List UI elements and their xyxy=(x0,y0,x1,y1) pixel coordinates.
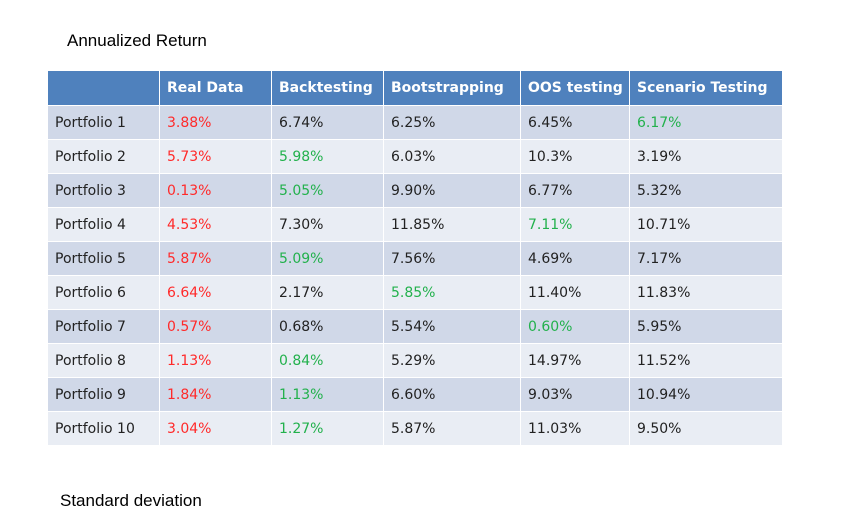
value-cell: 0.84% xyxy=(271,343,384,378)
table-row: Portfolio 6 6.64% 2.17% 5.85% 11.40% 11.83% xyxy=(47,275,783,310)
row-label-cell: Portfolio 8 xyxy=(47,343,160,378)
value-cell: 0.57% xyxy=(159,309,272,344)
section-title: Annualized Return xyxy=(67,31,207,50)
value-cell: 2.17% xyxy=(271,275,384,310)
value-cell: 1.84% xyxy=(159,377,272,412)
row-label-cell: Portfolio 3 xyxy=(47,173,160,208)
table-row: Portfolio 7 0.57% 0.68% 5.54% 0.60% 5.95% xyxy=(47,309,783,344)
value-cell: 5.95% xyxy=(629,309,783,344)
value-cell: 10.71% xyxy=(629,207,783,242)
value-cell: 6.60% xyxy=(383,377,521,412)
value-cell: 10.94% xyxy=(629,377,783,412)
value-cell: 5.05% xyxy=(271,173,384,208)
row-label-cell: Portfolio 10 xyxy=(47,411,160,446)
value-cell: 11.83% xyxy=(629,275,783,310)
value-cell: 9.90% xyxy=(383,173,521,208)
value-cell: 1.13% xyxy=(271,377,384,412)
value-cell: 11.03% xyxy=(520,411,630,446)
value-cell: 6.17% xyxy=(629,105,783,140)
value-cell: 3.04% xyxy=(159,411,272,446)
value-cell: 5.29% xyxy=(383,343,521,378)
value-cell: 9.50% xyxy=(629,411,783,446)
header-cell: Real Data xyxy=(159,70,272,106)
header-cell: OOS testing xyxy=(520,70,630,106)
value-cell: 0.68% xyxy=(271,309,384,344)
value-cell: 3.19% xyxy=(629,139,783,174)
header-cell: Scenario Testing xyxy=(629,70,783,106)
value-cell: 0.60% xyxy=(520,309,630,344)
value-cell: 3.88% xyxy=(159,105,272,140)
row-label-cell: Portfolio 6 xyxy=(47,275,160,310)
value-cell: 9.03% xyxy=(520,377,630,412)
value-cell: 7.11% xyxy=(520,207,630,242)
row-label-cell: Portfolio 2 xyxy=(47,139,160,174)
value-cell: 11.85% xyxy=(383,207,521,242)
value-cell: 14.97% xyxy=(520,343,630,378)
value-cell: 4.53% xyxy=(159,207,272,242)
table-header-row: Real Data Backtesting Bootstrapping OOS … xyxy=(47,70,783,106)
value-cell: 5.32% xyxy=(629,173,783,208)
value-cell: 5.73% xyxy=(159,139,272,174)
value-cell: 0.13% xyxy=(159,173,272,208)
value-cell: 6.25% xyxy=(383,105,521,140)
annualized-return-table: Real Data Backtesting Bootstrapping OOS … xyxy=(47,70,783,446)
row-label-cell: Portfolio 5 xyxy=(47,241,160,276)
value-cell: 6.45% xyxy=(520,105,630,140)
value-cell: 10.3% xyxy=(520,139,630,174)
table-row: Portfolio 10 3.04% 1.27% 5.87% 11.03% 9.50% xyxy=(47,411,783,446)
row-label-cell: Portfolio 4 xyxy=(47,207,160,242)
next-section-title: Standard deviation xyxy=(60,491,202,510)
value-cell: 6.03% xyxy=(383,139,521,174)
table-row: Portfolio 9 1.84% 1.13% 6.60% 9.03% 10.94% xyxy=(47,377,783,412)
table-row: Portfolio 2 5.73% 5.98% 6.03% 10.3% 3.19% xyxy=(47,139,783,174)
value-cell: 6.64% xyxy=(159,275,272,310)
header-cell: Backtesting xyxy=(271,70,384,106)
value-cell: 5.54% xyxy=(383,309,521,344)
row-label-cell: Portfolio 1 xyxy=(47,105,160,140)
value-cell: 11.40% xyxy=(520,275,630,310)
header-cell: Bootstrapping xyxy=(383,70,521,106)
value-cell: 5.09% xyxy=(271,241,384,276)
value-cell: 5.87% xyxy=(383,411,521,446)
value-cell: 5.85% xyxy=(383,275,521,310)
row-label-cell: Portfolio 9 xyxy=(47,377,160,412)
header-cell xyxy=(47,70,160,106)
value-cell: 7.17% xyxy=(629,241,783,276)
value-cell: 5.87% xyxy=(159,241,272,276)
value-cell: 5.98% xyxy=(271,139,384,174)
value-cell: 7.30% xyxy=(271,207,384,242)
value-cell: 4.69% xyxy=(520,241,630,276)
value-cell: 1.27% xyxy=(271,411,384,446)
value-cell: 11.52% xyxy=(629,343,783,378)
table-row: Portfolio 5 5.87% 5.09% 7.56% 4.69% 7.17% xyxy=(47,241,783,276)
row-label-cell: Portfolio 7 xyxy=(47,309,160,344)
value-cell: 6.77% xyxy=(520,173,630,208)
table-row: Portfolio 3 0.13% 5.05% 9.90% 6.77% 5.32% xyxy=(47,173,783,208)
value-cell: 6.74% xyxy=(271,105,384,140)
table-row: Portfolio 4 4.53% 7.30% 11.85% 7.11% 10.71% xyxy=(47,207,783,242)
value-cell: 7.56% xyxy=(383,241,521,276)
value-cell: 1.13% xyxy=(159,343,272,378)
table-row: Portfolio 8 1.13% 0.84% 5.29% 14.97% 11.52% xyxy=(47,343,783,378)
table-row: Portfolio 1 3.88% 6.74% 6.25% 6.45% 6.17% xyxy=(47,105,783,140)
